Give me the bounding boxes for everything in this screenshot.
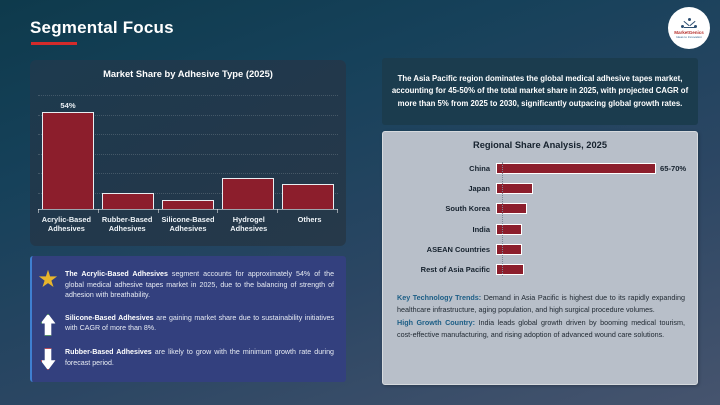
- x-axis-ticks: [38, 209, 338, 213]
- insight-item: Rubber-Based Adhesives are likely to gro…: [36, 347, 338, 371]
- regional-value-label: 65-70%: [660, 163, 687, 173]
- logo-tagline: Ideas to Innovation: [676, 34, 702, 39]
- axis-tick: [217, 209, 219, 213]
- insight-item: The Acrylic-Based Adhesives segment acco…: [36, 269, 338, 301]
- axis-tick: [97, 209, 99, 213]
- bar-category-label: Silicone-Based Adhesives: [161, 215, 215, 234]
- insight-text: Silicone-Based Adhesives are gaining mar…: [65, 313, 334, 333]
- axis-tick: [336, 209, 338, 213]
- arrow-up-icon: [36, 313, 60, 336]
- gridline: [38, 173, 338, 174]
- gridline: [38, 192, 338, 194]
- bar[interactable]: [42, 111, 94, 209]
- bar-category-label: Acrylic-Based Adhesives: [41, 215, 92, 234]
- regional-notes: Key Technology Trends: Demand in Asia Pa…: [397, 292, 685, 343]
- bar[interactable]: [162, 200, 214, 209]
- regional-note: Key Technology Trends: Demand in Asia Pa…: [397, 293, 685, 314]
- regional-bar-item[interactable]: Rest of Asia Pacific: [383, 259, 697, 279]
- insights-list: The Acrylic-Based Adhesives segment acco…: [30, 256, 346, 382]
- gridline: [38, 114, 338, 116]
- regional-bar-track: [496, 264, 697, 276]
- title-underline: [31, 42, 77, 45]
- regional-bar[interactable]: [496, 182, 533, 194]
- page-title: Segmental Focus: [30, 18, 174, 37]
- bar[interactable]: [102, 192, 154, 209]
- regional-bar-track: 65-70%: [496, 162, 697, 174]
- regional-category-label: India: [472, 224, 490, 234]
- regional-category-label: South Korea: [445, 204, 490, 214]
- regional-bar-track: [496, 243, 697, 255]
- regional-bar-track: [496, 223, 697, 235]
- company-logo: MarketGenics Ideas to Innovation: [668, 7, 710, 49]
- bar-category-label: Hydrogel Adhesives: [230, 215, 268, 234]
- regional-category-label: ASEAN Countries: [426, 244, 490, 254]
- gridline: [38, 134, 338, 135]
- x-axis-line: [38, 209, 338, 210]
- bar-item[interactable]: [221, 92, 275, 209]
- regional-bar[interactable]: [496, 162, 656, 174]
- adhesive-type-chart-card: Market Share by Adhesive Type (2025) 54%…: [30, 60, 346, 246]
- regional-bar-item[interactable]: China 65-70%: [383, 158, 697, 178]
- regional-bar-item[interactable]: India: [383, 219, 697, 239]
- regional-category-label: Japan: [468, 183, 490, 193]
- regional-bar-track: [496, 182, 697, 194]
- regional-bar[interactable]: [496, 243, 522, 255]
- bar-chart-title: Market Share by Adhesive Type (2025): [103, 68, 273, 79]
- bar-item[interactable]: [101, 92, 155, 209]
- bar-item[interactable]: 54%: [41, 92, 95, 209]
- bar-item[interactable]: [161, 92, 215, 209]
- regional-category-label: Rest of Asia Pacific: [420, 265, 490, 275]
- bar-category-label: Others: [297, 215, 322, 224]
- regional-bar[interactable]: [496, 264, 524, 276]
- network-icon: [681, 17, 697, 29]
- asia-pacific-callout: The Asia Pacific region dominates the gl…: [382, 58, 698, 125]
- asia-pacific-callout-text: The Asia Pacific region dominates the gl…: [391, 73, 689, 108]
- x-axis-labels: Acrylic-Based Adhesives Rubber-Based Adhesi…: [36, 215, 340, 234]
- regional-bar[interactable]: [496, 203, 527, 215]
- bar[interactable]: [222, 178, 274, 209]
- regional-note: High Growth Country: India leads global …: [397, 318, 686, 339]
- bar-value-label: 54%: [60, 100, 76, 110]
- insight-text: Rubber-Based Adhesives are likely to gro…: [65, 348, 334, 367]
- regional-bar-series: China 65-70% Japan South Korea India ASEAN Co…: [383, 158, 697, 280]
- axis-tick: [157, 209, 159, 213]
- bar-category-label: Rubber-Based Adhesives: [101, 215, 153, 234]
- star-icon: [36, 269, 60, 289]
- regional-bar-track: [496, 203, 697, 215]
- bar-chart-plot-area: 54%: [38, 92, 338, 209]
- axis-tick: [277, 209, 279, 213]
- regional-category-label: China: [469, 163, 490, 173]
- insight-text: The Acrylic-Based Adhesives segment acco…: [65, 269, 335, 300]
- regional-bar-item[interactable]: ASEAN Countries: [383, 239, 697, 259]
- bar[interactable]: [282, 183, 334, 209]
- logo-name: MarketGenics: [674, 29, 704, 35]
- regional-share-panel: Regional Share Analysis, 2025 China 65-70…: [382, 131, 698, 385]
- bar-item[interactable]: [281, 92, 335, 209]
- regional-bar[interactable]: [496, 223, 522, 235]
- regional-y-axis: [502, 162, 503, 276]
- gridline: [38, 95, 338, 96]
- gridline: [38, 153, 338, 155]
- arrow-down-icon: [36, 347, 60, 371]
- regional-chart-title: Regional Share Analysis, 2025: [472, 140, 607, 150]
- bar-series: 54%: [38, 92, 338, 209]
- axis-tick: [38, 209, 39, 213]
- insight-item: Silicone-Based Adhesives are gaining mar…: [36, 313, 338, 336]
- regional-bar-item[interactable]: Japan: [383, 178, 697, 198]
- regional-bar-item[interactable]: South Korea: [383, 199, 697, 219]
